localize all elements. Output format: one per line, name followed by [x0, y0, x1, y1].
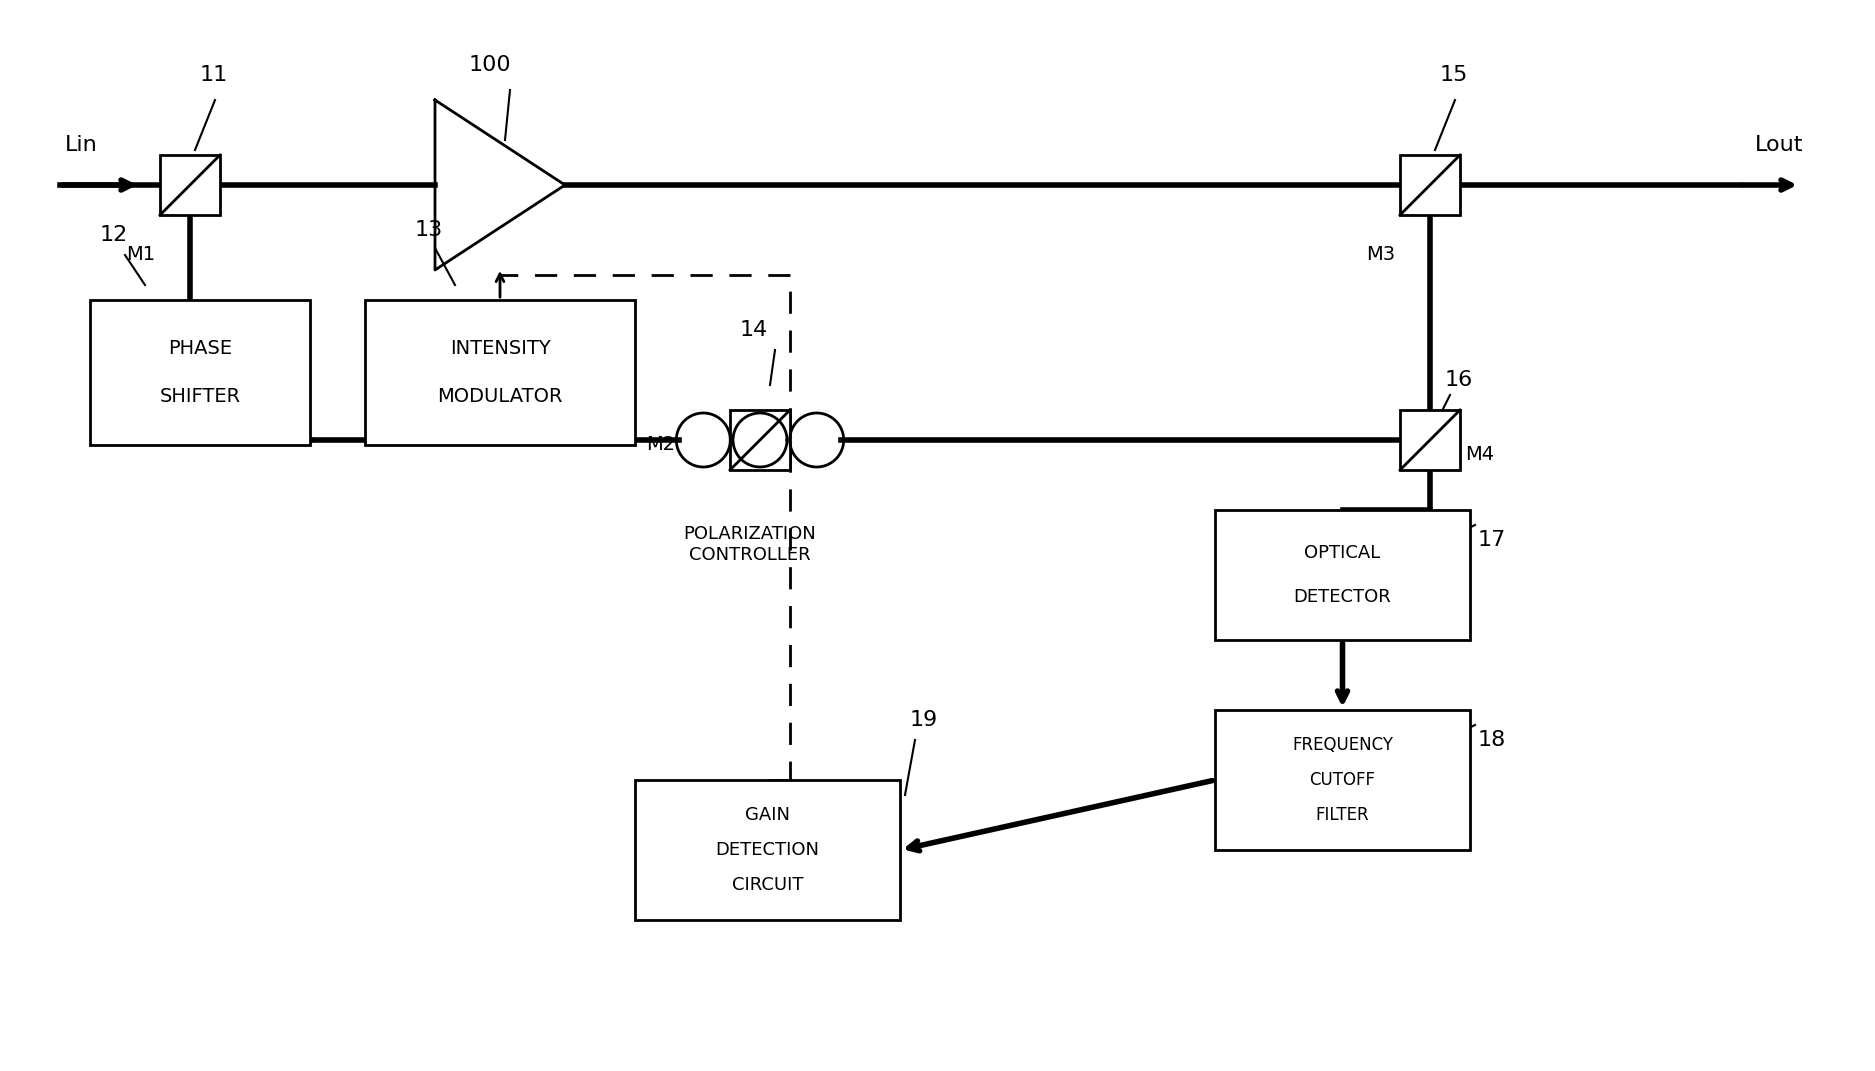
Text: FILTER: FILTER — [1316, 806, 1369, 824]
Text: FREQUENCY: FREQUENCY — [1292, 736, 1393, 754]
Text: M2: M2 — [645, 436, 675, 454]
Text: GAIN: GAIN — [744, 806, 789, 824]
Bar — [1215, 710, 1470, 850]
Text: 13: 13 — [414, 220, 442, 240]
Bar — [159, 155, 219, 215]
Text: POLARIZATION
CONTROLLER: POLARIZATION CONTROLLER — [684, 525, 816, 563]
Text: OPTICAL: OPTICAL — [1305, 544, 1380, 562]
Text: PHASE: PHASE — [169, 338, 232, 358]
Text: 15: 15 — [1440, 65, 1468, 85]
Text: 16: 16 — [1446, 369, 1474, 390]
Text: MODULATOR: MODULATOR — [437, 388, 562, 406]
Text: M4: M4 — [1464, 444, 1494, 464]
Text: 12: 12 — [99, 225, 128, 245]
Text: 17: 17 — [1478, 530, 1506, 550]
Bar — [1401, 410, 1461, 470]
Text: DETECTION: DETECTION — [716, 841, 819, 859]
Text: 14: 14 — [741, 320, 769, 340]
Text: SHIFTER: SHIFTER — [159, 388, 240, 406]
Text: 19: 19 — [909, 710, 938, 730]
Bar — [1401, 155, 1461, 215]
Bar — [636, 780, 900, 920]
Text: INTENSITY: INTENSITY — [450, 338, 551, 358]
Text: M1: M1 — [126, 245, 156, 263]
Bar — [366, 300, 636, 444]
Text: 100: 100 — [469, 55, 512, 75]
Text: CIRCUIT: CIRCUIT — [731, 876, 802, 894]
Bar — [90, 300, 309, 444]
Bar — [1215, 510, 1470, 640]
Text: DETECTOR: DETECTOR — [1294, 588, 1391, 606]
Text: 11: 11 — [201, 65, 229, 85]
Text: 18: 18 — [1478, 730, 1506, 750]
Text: CUTOFF: CUTOFF — [1309, 771, 1376, 789]
Bar — [729, 410, 789, 470]
Text: M3: M3 — [1365, 245, 1395, 263]
Text: Lin: Lin — [66, 135, 97, 155]
Text: Lout: Lout — [1755, 135, 1804, 155]
